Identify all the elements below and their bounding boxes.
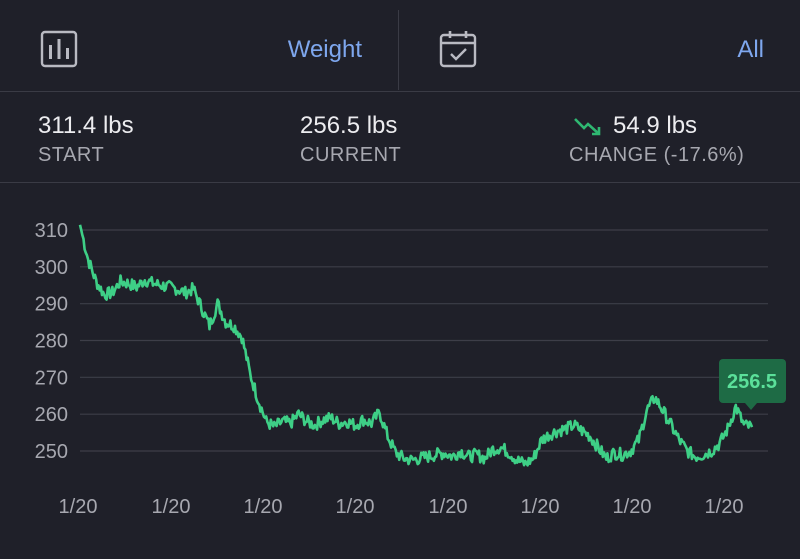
x-tick-label: 1/20 [429, 496, 468, 518]
y-tick-label: 310 [35, 220, 68, 242]
y-tick-label: 250 [35, 441, 68, 463]
current-value-tooltip: 256.5 [719, 359, 786, 410]
range-label[interactable]: All [737, 36, 764, 63]
header-bar: Weight All [0, 0, 800, 92]
weight-series-line [78, 224, 754, 467]
weight-chart: 310 300 290 280 270 260 250 1/20 1/20 1/20 1/20 1/2… [0, 195, 800, 540]
y-tick-label: 260 [35, 404, 68, 426]
y-tick-label: 280 [35, 331, 68, 353]
change-label: CHANGE (-17.6%) [569, 144, 745, 166]
x-tick-label: 1/20 [59, 496, 98, 518]
x-tick-label: 1/20 [613, 496, 652, 518]
start-value: 311.4 lbs [38, 112, 134, 139]
chart-canvas: 310 300 290 280 270 260 250 1/20 1/20 1/20 1/20 1/2… [35, 220, 786, 518]
range-selector[interactable]: All [399, 0, 800, 91]
bar-chart-icon [40, 30, 78, 68]
y-tick-label: 270 [35, 367, 68, 389]
x-tick-label: 1/20 [521, 496, 560, 518]
change-stat: 54.9 lbs CHANGE (-17.6%) [569, 112, 744, 167]
current-label: CURRENT [300, 144, 402, 166]
tooltip-value: 256.5 [727, 371, 777, 393]
header-divider [398, 10, 399, 90]
metric-label[interactable]: Weight [287, 36, 362, 63]
y-tick-label: 290 [35, 294, 68, 316]
y-tick-label: 300 [35, 257, 68, 279]
current-value: 256.5 lbs [300, 112, 398, 139]
metric-selector[interactable]: Weight [0, 0, 398, 91]
start-stat: 311.4 lbs START [38, 112, 134, 167]
stats-row: 311.4 lbs START 256.5 lbs CURRENT 54.9 l… [0, 92, 800, 183]
x-tick-label: 1/20 [705, 496, 744, 518]
start-label: START [38, 144, 105, 166]
x-tick-label: 1/20 [336, 496, 375, 518]
x-tick-label: 1/20 [152, 496, 191, 518]
current-stat: 256.5 lbs CURRENT [300, 112, 401, 167]
x-tick-label: 1/20 [244, 496, 283, 518]
calendar-check-icon [439, 31, 477, 68]
change-value: 54.9 lbs [613, 112, 698, 139]
trend-down-icon [574, 118, 601, 136]
